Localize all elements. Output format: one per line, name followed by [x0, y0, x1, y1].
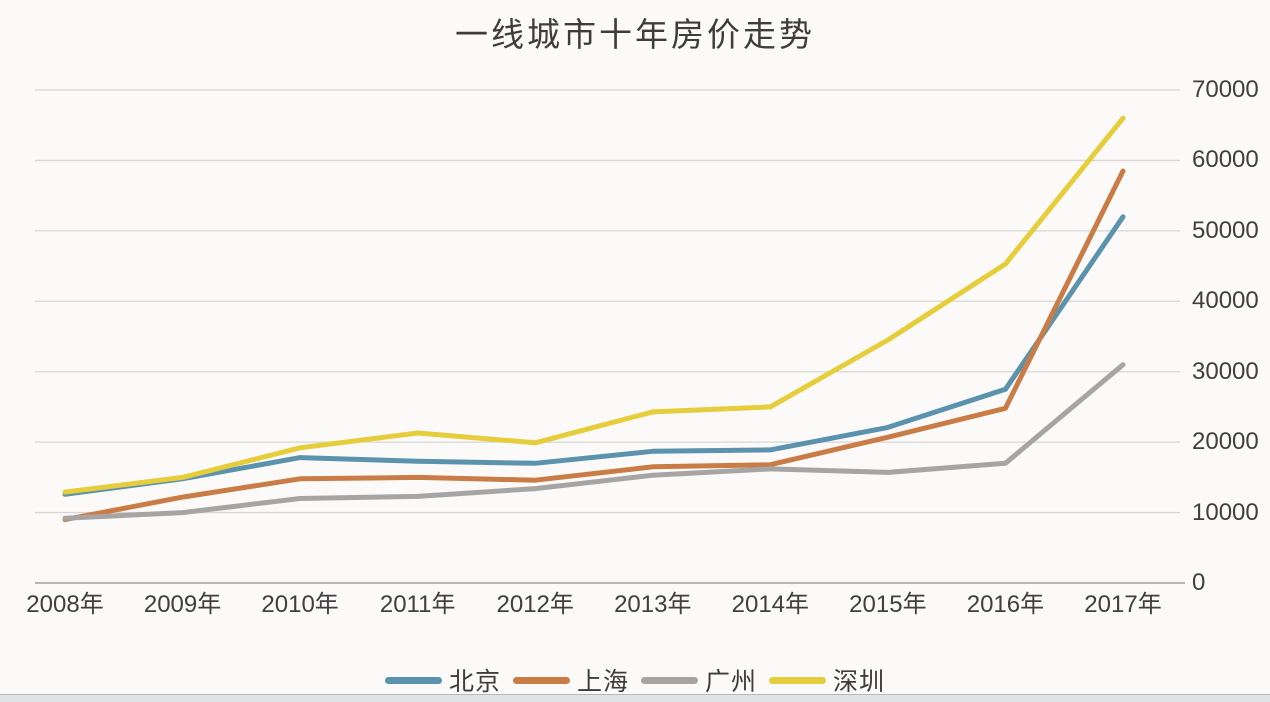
x-tick-label-2017年: 2017年 [1084, 591, 1162, 618]
x-tick-label-2010年: 2010年 [261, 591, 339, 618]
x-tick-label-2013年: 2013年 [614, 591, 692, 618]
series-line-beijing [62, 214, 1126, 497]
y-tick-label-10000: 10000 [1192, 498, 1259, 526]
legend-item-shenzhen: 深圳 [769, 662, 885, 698]
y-tick-label-30000: 30000 [1192, 357, 1259, 385]
legend-swatch-shenzhen [769, 676, 827, 684]
y-tick-label-20000: 20000 [1192, 428, 1259, 456]
legend-label-shenzhen: 深圳 [833, 668, 886, 696]
y-tick-label-50000: 50000 [1192, 216, 1259, 244]
series-line-guangzhou [62, 362, 1126, 521]
x-tick-label-2009年: 2009年 [143, 591, 222, 618]
y-tick-label-60000: 60000 [1192, 146, 1259, 174]
x-tick-label-2016年: 2016年 [966, 591, 1045, 618]
x-tick-label-2011年: 2011年 [379, 591, 456, 618]
photo-bottom-edge [0, 694, 1270, 702]
legend-label-guangzhou: 广州 [705, 668, 758, 696]
y-tick-label-0: 0 [1192, 569, 1206, 596]
x-tick-label-2012年: 2012年 [496, 591, 574, 618]
legend: 北京 上海 广州 深圳 [0, 662, 1270, 698]
legend-swatch-beijing [384, 676, 442, 684]
y-tick-label-70000: 70000 [1192, 76, 1259, 103]
y-tick-label-40000: 40000 [1192, 287, 1259, 315]
series-line-shenzhen [62, 115, 1126, 495]
legend-label-beijing: 北京 [448, 668, 501, 696]
legend-label-shanghai: 上海 [576, 668, 629, 696]
x-tick-label-2014年: 2014年 [731, 591, 810, 618]
legend-swatch-shanghai [512, 676, 570, 684]
chart-title: 一线城市十年房价走势 [455, 16, 815, 53]
series-line-shanghai [62, 168, 1126, 523]
legend-item-beijing: 北京 [384, 662, 501, 698]
x-tick-label-2008年: 2008年 [26, 591, 104, 618]
legend-swatch-guangzhou [641, 676, 698, 684]
legend-item-shanghai: 上海 [512, 662, 629, 698]
legend-item-guangzhou: 广州 [641, 662, 757, 698]
x-tick-label-2015年: 2015年 [849, 591, 927, 618]
